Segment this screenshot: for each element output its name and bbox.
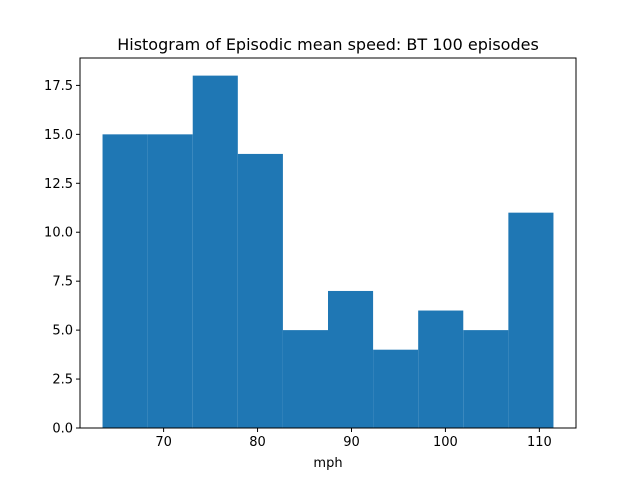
y-tick-label: 2.5 xyxy=(52,373,73,388)
histogram-bar xyxy=(328,290,374,428)
y-tick-label: 12.5 xyxy=(44,177,73,192)
y-tick-label: 17.5 xyxy=(44,79,73,94)
histogram-bar xyxy=(192,75,238,428)
x-axis-label: mph xyxy=(313,456,342,471)
x-tick-label: 100 xyxy=(433,435,458,450)
y-tick-label: 15.0 xyxy=(44,128,73,143)
y-tick-label: 7.5 xyxy=(52,275,73,290)
histogram-bar xyxy=(508,212,554,428)
x-tick-label: 80 xyxy=(249,435,266,450)
histogram-bar xyxy=(418,310,464,428)
histogram-bar xyxy=(373,349,419,428)
y-axis-ticks: 0.0 2.5 5.0 7.5 10.0 12.5 15.0 17.5 xyxy=(44,79,80,437)
histogram-bar xyxy=(102,134,148,428)
x-axis-ticks: 70 80 90 100 110 xyxy=(155,428,552,450)
chart-title: Histogram of Episodic mean speed: BT 100… xyxy=(117,35,539,54)
histogram-bar xyxy=(463,330,509,428)
plot-frame xyxy=(79,57,577,429)
y-tick-label: 5.0 xyxy=(52,324,73,339)
y-tick-label: 10.0 xyxy=(44,226,73,241)
y-tick-label: 0.0 xyxy=(52,422,73,437)
x-tick-label: 110 xyxy=(527,435,552,450)
bars-group xyxy=(102,75,554,429)
x-tick-label: 70 xyxy=(155,435,172,450)
histogram-bar xyxy=(147,134,193,428)
histogram-bar xyxy=(282,330,328,428)
histogram-bar xyxy=(237,153,283,429)
x-tick-label: 90 xyxy=(343,435,360,450)
